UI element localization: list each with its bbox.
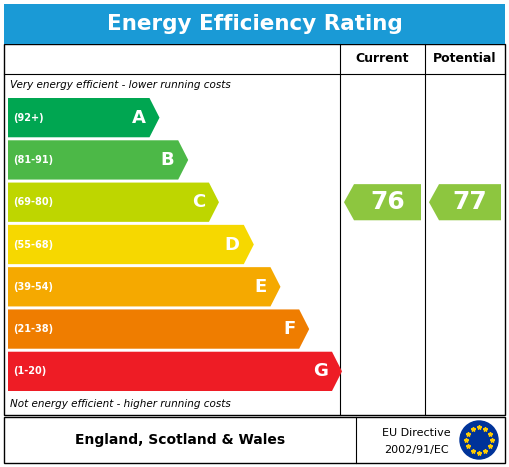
Text: Very energy efficient - lower running costs: Very energy efficient - lower running co…	[10, 80, 231, 90]
Polygon shape	[8, 140, 188, 180]
Bar	[4, 44, 505, 415]
Text: (55-68): (55-68)	[13, 240, 53, 249]
Polygon shape	[8, 352, 342, 391]
Text: (81-91): (81-91)	[13, 155, 53, 165]
Polygon shape	[8, 183, 219, 222]
Polygon shape	[8, 98, 159, 137]
Bar	[4, 417, 505, 463]
Text: F: F	[283, 320, 295, 338]
Text: A: A	[132, 109, 146, 127]
Text: (1-20): (1-20)	[13, 366, 46, 376]
Polygon shape	[344, 184, 421, 220]
Text: England, Scotland & Wales: England, Scotland & Wales	[75, 433, 285, 447]
Text: (69-80): (69-80)	[13, 197, 53, 207]
Text: (21-38): (21-38)	[13, 324, 53, 334]
Text: Energy Efficiency Rating: Energy Efficiency Rating	[106, 14, 403, 34]
Text: (92+): (92+)	[13, 113, 44, 123]
Text: 77: 77	[453, 190, 488, 214]
Polygon shape	[8, 225, 254, 264]
Text: EU Directive: EU Directive	[382, 428, 450, 438]
Text: G: G	[313, 362, 328, 380]
Polygon shape	[429, 184, 501, 220]
Text: D: D	[225, 235, 240, 254]
Text: 2002/91/EC: 2002/91/EC	[384, 445, 448, 455]
Circle shape	[460, 421, 498, 459]
Text: 76: 76	[370, 190, 405, 214]
Text: Not energy efficient - higher running costs: Not energy efficient - higher running co…	[10, 399, 231, 409]
Text: Potential: Potential	[433, 52, 497, 65]
Text: C: C	[192, 193, 205, 211]
Text: E: E	[254, 278, 267, 296]
Text: (39-54): (39-54)	[13, 282, 53, 292]
Bar	[4, 4, 505, 44]
Polygon shape	[8, 267, 280, 306]
Polygon shape	[8, 310, 309, 349]
Text: B: B	[160, 151, 174, 169]
Text: Current: Current	[356, 52, 409, 65]
